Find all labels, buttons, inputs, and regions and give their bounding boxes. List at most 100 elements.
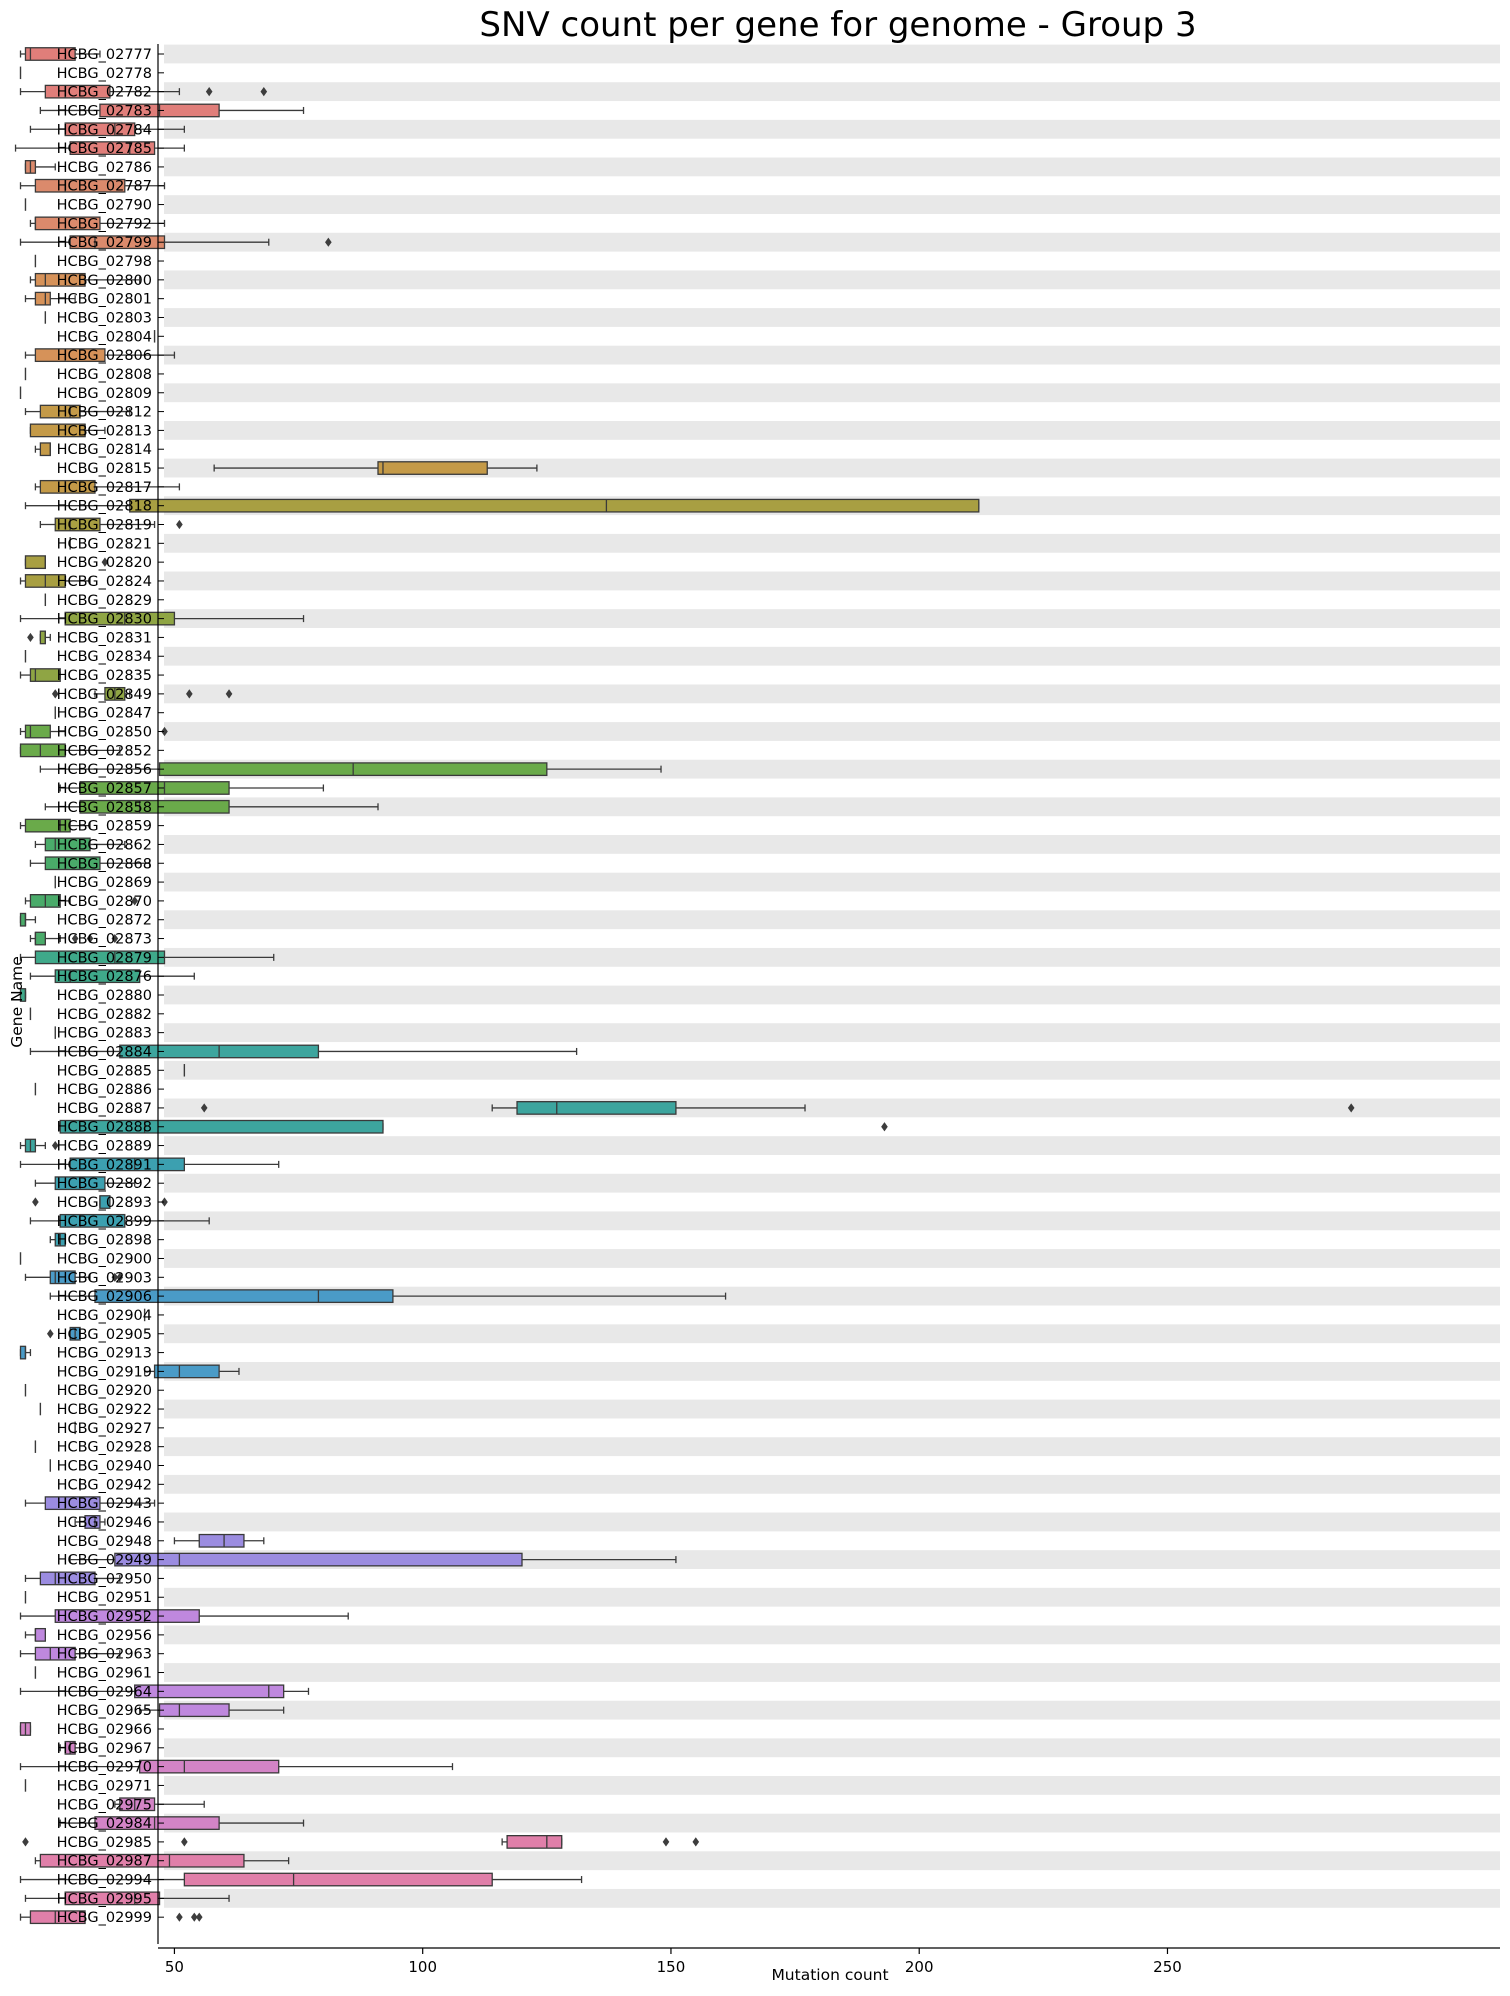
iqr-box [198, 1533, 245, 1548]
y-tick-label: HCBG_02801 [57, 292, 152, 308]
row-band [164, 1399, 1500, 1419]
outlier-point [86, 933, 94, 944]
x-tick-label: 150 [657, 1958, 686, 1976]
y-tick-label: HCBG_02798 [57, 254, 152, 270]
y-tick-label: HCBG_02804 [57, 329, 152, 345]
gene-box [24, 291, 76, 306]
y-tick-label: HCBG_02868 [57, 856, 152, 872]
gene-box [139, 1703, 285, 1718]
iqr-box [29, 668, 61, 682]
outlier-point [692, 1837, 700, 1847]
y-tick-label: HCBG_02961 [57, 1666, 152, 1682]
outlier-point [662, 1837, 670, 1847]
y-tick-label: HCBG_02792 [57, 216, 152, 232]
y-tick-label: HCBG_02893 [57, 1195, 152, 1211]
iqr-box [114, 1552, 523, 1567]
gene-box [19, 574, 91, 588]
y-tick-label: HCBG_02883 [57, 1026, 152, 1042]
gene-box [44, 799, 379, 814]
iqr-box [34, 1646, 76, 1661]
row-bands [164, 44, 1500, 1908]
row-band [164, 119, 1500, 139]
y-tick-label: HCBG_02806 [57, 348, 152, 364]
y-tick-label: HCBG_02899 [57, 1214, 152, 1230]
gene-box [34, 479, 181, 494]
y-tick-label: HCBG_02857 [57, 781, 152, 797]
y-tick-label: HCBG_02818 [57, 499, 152, 515]
iqr-box [69, 141, 156, 156]
iqr-box [44, 84, 111, 99]
y-tick-label: HCBG_02940 [57, 1459, 152, 1475]
iqr-box [34, 348, 106, 363]
y-tick-label: HCBG_02882 [57, 1007, 152, 1023]
row-band [164, 609, 1500, 629]
row-band [164, 1437, 1500, 1457]
row-band [164, 1060, 1500, 1080]
gene-box [24, 894, 139, 908]
y-tick-label: HCBG_02859 [57, 819, 152, 835]
row-band [164, 872, 1500, 892]
gene-box [19, 611, 305, 626]
y-tick-label: HCBG_02943 [57, 1496, 152, 1512]
outlier-point [161, 726, 168, 737]
outlier-point [27, 632, 34, 643]
outlier-point [22, 1837, 29, 1847]
gene-box [19, 235, 332, 250]
y-tick-label: HCBG_02814 [57, 442, 152, 458]
outlier-point [181, 1837, 188, 1847]
y-tick-label: HCBG_02898 [57, 1233, 152, 1249]
y-tick-label: HCBG_02985 [57, 1835, 152, 1851]
gene-box [19, 743, 121, 758]
y-tick-label: HCBG_02942 [57, 1477, 152, 1493]
outlier-point [161, 1197, 168, 1207]
gene-box [29, 931, 119, 946]
iqr-box [34, 291, 51, 306]
y-tick-label: HCBG_02850 [57, 725, 152, 741]
gene-box [29, 1044, 578, 1059]
outlier-point [111, 1272, 119, 1282]
iqr-box [153, 1364, 220, 1379]
chart-title: SNV count per gene for genome - Group 3 [479, 5, 1196, 45]
y-tick-label: HCBG_02784 [57, 122, 152, 138]
gene-box [29, 272, 141, 287]
y-tick-label: HCBG_02847 [57, 706, 152, 722]
gene-box [34, 442, 51, 457]
outlier-point [1347, 1103, 1355, 1113]
outlier-point [176, 1912, 183, 1922]
x-tick-labels: 50 100 150 200 250 [165, 1948, 1182, 1976]
row-band [164, 157, 1500, 177]
y-tick-label: HCBG_02966 [57, 1722, 152, 1738]
iqr-box [94, 1816, 220, 1830]
gene-box [19, 950, 275, 965]
y-tick-label: HCBG_02987 [57, 1854, 152, 1870]
gene-box [19, 1684, 310, 1699]
y-tick-label: HCBG_02984 [57, 1816, 152, 1832]
row-band [164, 1587, 1500, 1607]
iqr-box [19, 912, 27, 927]
row-band [164, 1361, 1500, 1381]
gene-box [32, 1195, 168, 1209]
y-tick-label: HCBG_02970 [57, 1760, 152, 1776]
y-tick-label: HCBG_02928 [57, 1440, 152, 1456]
row-band [164, 383, 1500, 403]
gene-box [29, 122, 186, 137]
row-band [164, 1625, 1500, 1645]
gene-box [39, 517, 183, 532]
y-tick-label: HCBG_02903 [57, 1270, 152, 1286]
outlier-point [176, 519, 183, 530]
row-band [164, 1249, 1500, 1268]
outlier-point [260, 87, 268, 97]
row-band [164, 797, 1500, 817]
row-band [164, 270, 1500, 290]
gene-box [69, 1552, 677, 1567]
row-band [164, 308, 1500, 327]
y-tick-label: HCBG_02994 [57, 1873, 152, 1889]
y-tick-label: HCBG_02849 [57, 687, 152, 703]
y-tick-label: HCBG_02785 [57, 141, 152, 157]
gene-box [200, 1101, 1355, 1115]
y-tick-label: HCBG_02891 [57, 1157, 152, 1173]
outlier-point [71, 933, 79, 944]
row-band [164, 684, 1500, 704]
y-tick-label: HCBG_02787 [57, 179, 152, 195]
y-tick-label: HCBG_02964 [57, 1684, 152, 1700]
